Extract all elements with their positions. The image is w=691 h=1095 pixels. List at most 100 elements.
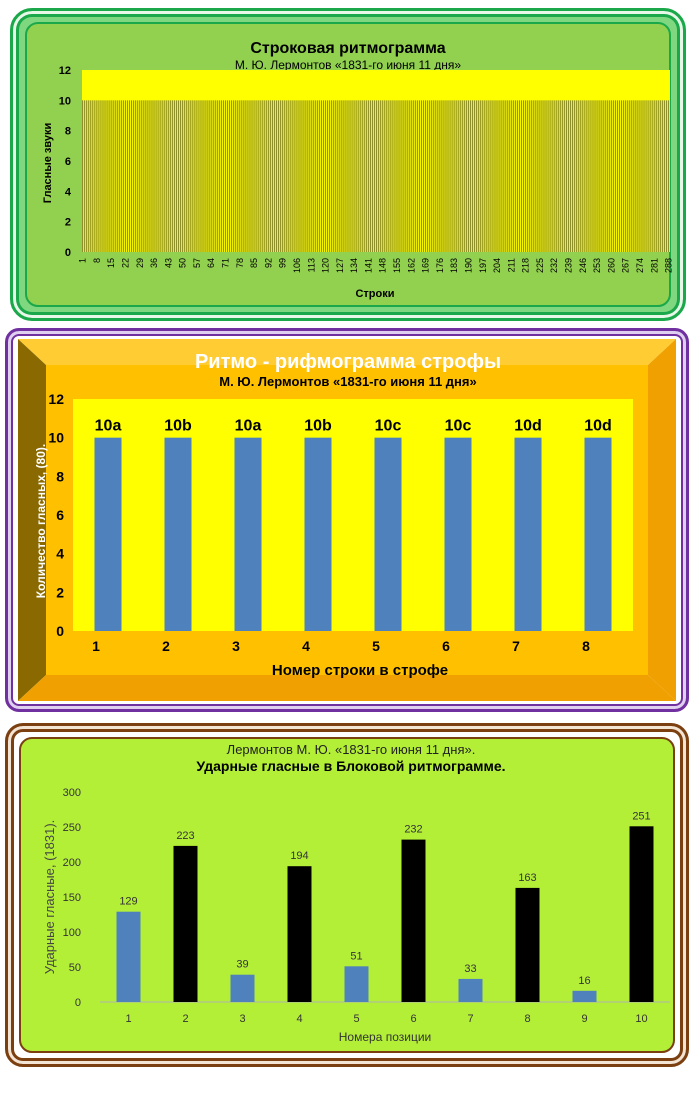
chart-3-y-tick-label: 50 bbox=[69, 962, 81, 974]
chart-1-bar bbox=[239, 100, 241, 252]
chart-1-bar bbox=[580, 100, 582, 252]
chart-1-x-tick-label: 106 bbox=[292, 258, 302, 273]
chart-3-x-tick-label: 3 bbox=[239, 1013, 245, 1025]
chart-1-bar bbox=[486, 100, 488, 252]
chart-2-svg: Ритмо - рифмограмма строфы М. Ю. Лермонт… bbox=[18, 339, 676, 701]
chart-2-x-tick-label: 5 bbox=[372, 638, 380, 654]
chart-1-x-tick-label: 260 bbox=[606, 258, 616, 273]
chart-1-bar bbox=[498, 100, 500, 252]
chart-1-bar bbox=[465, 100, 467, 252]
chart-1-bar bbox=[400, 100, 402, 252]
chart-1-bar bbox=[288, 100, 290, 252]
chart-1-bar bbox=[657, 100, 659, 252]
chart-1-bar bbox=[273, 100, 276, 252]
chart-1-bar bbox=[533, 100, 535, 252]
chart-1-y-tick-label: 6 bbox=[65, 156, 71, 168]
chart-3-data-label: 16 bbox=[578, 975, 590, 987]
chart-2-y-tick-label: 12 bbox=[48, 391, 64, 407]
chart-3-data-label: 223 bbox=[176, 830, 194, 842]
chart-1-bar bbox=[222, 100, 224, 252]
chart-1-y-tick-label: 0 bbox=[65, 247, 71, 259]
chart-1-bar bbox=[590, 100, 592, 252]
chart-1-bar bbox=[614, 100, 616, 252]
chart-1-bar bbox=[192, 100, 194, 252]
chart-1-x-tick-label: 155 bbox=[392, 258, 402, 273]
chart-1-bar bbox=[308, 100, 310, 252]
chart-1-bar bbox=[373, 100, 376, 252]
chart-1-bar bbox=[572, 100, 574, 252]
chart-1-y-axis-label: Гласные звуки bbox=[42, 123, 54, 203]
chart-1-bar bbox=[175, 100, 178, 252]
chart-3-bar bbox=[629, 826, 654, 1002]
chart-1-bar bbox=[149, 100, 151, 252]
chart-1-bar bbox=[280, 100, 282, 252]
chart-1-bar bbox=[116, 100, 118, 252]
chart-1-bar bbox=[231, 100, 233, 252]
chart-1-bar bbox=[363, 100, 365, 252]
chart-1-bar bbox=[347, 100, 349, 252]
chart-1-bar bbox=[96, 100, 98, 252]
chart-1-bar bbox=[545, 100, 547, 252]
chart-1-bar bbox=[353, 100, 355, 252]
chart-1-bar bbox=[586, 100, 588, 252]
chart-1-bar bbox=[588, 100, 590, 252]
chart-1-bar bbox=[165, 100, 167, 252]
chart-1-bar bbox=[616, 100, 619, 252]
chart-1-bar bbox=[155, 100, 157, 252]
chart-1-bar bbox=[408, 100, 410, 252]
chart-1-bar bbox=[361, 100, 363, 252]
chart-1-bar bbox=[369, 100, 371, 252]
chart-3-x-tick-label: 6 bbox=[410, 1013, 416, 1025]
chart-1-bar bbox=[404, 100, 406, 252]
chart-1-bar bbox=[394, 100, 396, 252]
chart-1-bar bbox=[290, 100, 292, 252]
chart-1-bar bbox=[314, 100, 316, 252]
chart-1-bar bbox=[171, 100, 173, 252]
chart-2-data-label: 10b bbox=[304, 418, 332, 435]
chart-1-bar bbox=[463, 100, 465, 252]
chart-1-bar bbox=[623, 100, 625, 252]
chart-1-bar bbox=[435, 100, 437, 252]
chart-1-bar bbox=[302, 100, 304, 252]
chart-1-bar bbox=[90, 100, 92, 252]
chart-1-bar bbox=[457, 100, 459, 252]
chart-1-bar bbox=[118, 100, 120, 252]
chart-1-bar bbox=[429, 100, 431, 252]
chart-1-bar bbox=[602, 100, 604, 252]
chart-1-bar bbox=[312, 100, 314, 252]
chart-1-bar bbox=[561, 100, 563, 252]
chart-1-x-tick-label: 92 bbox=[263, 258, 273, 268]
chart-1-bar bbox=[333, 100, 335, 252]
chart-1-bar bbox=[88, 100, 90, 252]
chart-1-bars bbox=[82, 100, 670, 252]
chart-1-bar bbox=[294, 100, 296, 252]
chart-1-bar bbox=[637, 100, 639, 252]
chart-2-x-tick-label: 6 bbox=[442, 638, 450, 654]
chart-1-bar bbox=[161, 100, 163, 252]
chart-1-x-tick-label: 120 bbox=[321, 258, 331, 273]
chart-1-bar bbox=[343, 100, 345, 252]
chart-1-x-tick-label: 50 bbox=[178, 258, 188, 268]
chart-3-data-label: 232 bbox=[404, 824, 422, 836]
chart-3-data-label: 129 bbox=[119, 896, 137, 908]
chart-1-bar bbox=[139, 100, 141, 252]
chart-1-bar bbox=[310, 100, 312, 252]
chart-1-bar bbox=[549, 100, 551, 252]
chart-3-y-tick-label: 150 bbox=[63, 892, 81, 904]
chart-3-data-label: 194 bbox=[290, 850, 308, 862]
chart-panel-stanza-rhythm: Ритмо - рифмограмма строфы М. Ю. Лермонт… bbox=[5, 328, 689, 712]
chart-1-bar bbox=[112, 100, 114, 252]
chart-1-bar bbox=[278, 100, 280, 252]
chart-1-bar bbox=[467, 100, 469, 252]
chart-1-x-tick-label: 274 bbox=[635, 258, 645, 273]
chart-1-bar bbox=[212, 100, 214, 252]
chart-1-x-tick-label: 141 bbox=[363, 258, 373, 273]
chart-3-bar bbox=[401, 839, 426, 1002]
chart-1-bar bbox=[255, 100, 257, 252]
chart-3-subtitle: Ударные гласные в Блоковой ритмограмме. bbox=[196, 758, 505, 774]
chart-3-y-tick-label: 100 bbox=[63, 927, 81, 939]
chart-1-bar bbox=[543, 100, 545, 252]
chart-1-bar bbox=[631, 100, 633, 252]
chart-1-bar bbox=[318, 100, 320, 252]
chart-3-y-tick-label: 0 bbox=[75, 997, 81, 1009]
